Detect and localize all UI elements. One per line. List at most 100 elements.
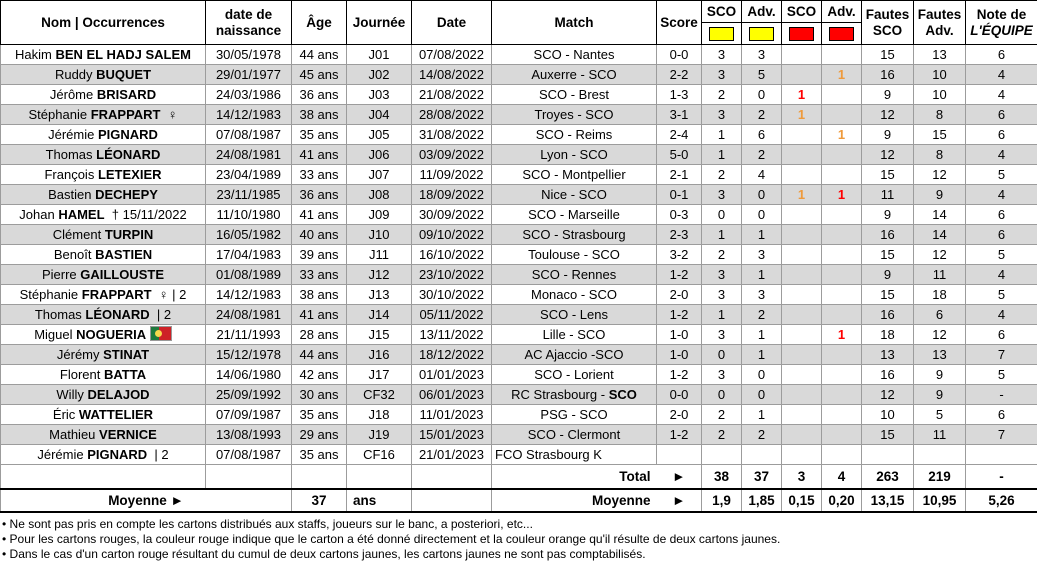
- col-header-red-sco: SCO: [781, 0, 822, 45]
- yellow-cards-adv-cell: 2: [741, 304, 782, 325]
- journee-cell: J09: [346, 204, 412, 225]
- yellow-cards-adv-cell: [741, 444, 782, 465]
- fouls-adv-cell: 15: [913, 124, 966, 145]
- score-cell: [656, 444, 702, 465]
- match-cell: Lyon - SCO: [491, 144, 657, 165]
- fouls-sco-cell: 11: [861, 184, 914, 205]
- note-equipe-cell: 4: [965, 144, 1037, 165]
- red-cards-adv-cell: [821, 104, 862, 125]
- col-header-nom: Nom | Occurrences: [0, 0, 206, 45]
- age-cell: 35 ans: [291, 124, 347, 145]
- match-cell: AC Ajaccio -SCO: [491, 344, 657, 365]
- yellow-cards-sco-cell: 2: [701, 84, 742, 105]
- footnote: • Ne sont pas pris en compte les cartons…: [2, 516, 533, 531]
- fouls-adv-cell: 10: [913, 84, 966, 105]
- journee-cell: J06: [346, 144, 412, 165]
- yellow-cards-adv-cell: 2: [741, 104, 782, 125]
- fouls-sco-cell: 12: [861, 104, 914, 125]
- journee-cell: J02: [346, 64, 412, 85]
- birth-date-cell: 14/12/1983: [205, 284, 292, 305]
- empty-cell: [346, 464, 412, 489]
- score-cell: 1-0: [656, 344, 702, 365]
- red-cards-sco-cell: [781, 364, 822, 385]
- red-cards-sco-cell: [781, 164, 822, 185]
- table-row: Jérémy STINAT 15/12/1978 44 ans J16 18/12/20…: [0, 344, 1037, 365]
- col-header-yellow-adv: Adv.: [741, 0, 782, 45]
- age-cell: 36 ans: [291, 184, 347, 205]
- fouls-sco-cell: 16: [861, 224, 914, 245]
- age-cell: 33 ans: [291, 164, 347, 185]
- match-date-cell: 30/10/2022: [411, 284, 492, 305]
- match-date-cell: 13/11/2022: [411, 324, 492, 345]
- referee-name-cell: Florent BATTA: [0, 364, 206, 385]
- yellow-cards-sco-cell: 3: [701, 324, 742, 345]
- total-yellow-sco: 38: [701, 464, 742, 489]
- score-cell: 1-2: [656, 364, 702, 385]
- age-cell: 35 ans: [291, 444, 347, 465]
- fouls-sco-cell: 15: [861, 164, 914, 185]
- journee-cell: J12: [346, 264, 412, 285]
- referee-name-cell: Pierre GAILLOUSTE: [0, 264, 206, 285]
- score-cell: 0-1: [656, 184, 702, 205]
- total-row: Total ► 38 37 3 4 263 219 -: [0, 464, 1037, 489]
- footnotes: • Ne sont pas pris en compte les cartons…: [2, 517, 1037, 562]
- referee-stats-table: Nom | Occurrences date de naissance Âge …: [0, 0, 1037, 513]
- referee-name-cell: Stéphanie FRAPPART ♀ | 2: [0, 284, 206, 305]
- red-cards-adv-cell: [821, 164, 862, 185]
- match-date-cell: 16/10/2022: [411, 244, 492, 265]
- moyenne-left-label: Moyenne ►: [0, 487, 292, 512]
- red-cards-adv-cell: [821, 144, 862, 165]
- fouls-sco-cell: 16: [861, 304, 914, 325]
- birth-date-cell: 14/12/1983: [205, 104, 292, 125]
- col-header-age: Âge: [291, 0, 347, 45]
- age-cell: 38 ans: [291, 284, 347, 305]
- moyenne-note: 5,26: [965, 487, 1037, 512]
- match-date-cell: 11/09/2022: [411, 164, 492, 185]
- col-header-note-equipe: Note de L'ÉQUIPE: [965, 0, 1037, 45]
- fouls-adv-cell: 8: [913, 144, 966, 165]
- age-cell: 44 ans: [291, 44, 347, 65]
- match-cell: Nice - SCO: [491, 184, 657, 205]
- table-row: Jérôme BRISARD 24/03/1986 36 ans J03 21/08/2…: [0, 84, 1037, 105]
- age-cell: 36 ans: [291, 84, 347, 105]
- yellow-cards-sco-cell: 0: [701, 344, 742, 365]
- match-date-cell: 11/01/2023: [411, 404, 492, 425]
- age-cell: 33 ans: [291, 264, 347, 285]
- fouls-adv-cell: 14: [913, 224, 966, 245]
- yellow-cards-sco-cell: 1: [701, 304, 742, 325]
- col-header-red-adv: Adv.: [821, 0, 862, 45]
- age-cell: 30 ans: [291, 384, 347, 405]
- red-cards-sco-cell: 1: [781, 84, 822, 105]
- yellow-cards-adv-cell: 0: [741, 384, 782, 405]
- table-row: Thomas LÉONARD | 2 24/08/1981 41 ans J14 05/…: [0, 304, 1037, 325]
- red-cards-sco-cell: 1: [781, 104, 822, 125]
- match-cell: SCO - Reims: [491, 124, 657, 145]
- footnote: • Dans le cas d'un carton rouge résultan…: [2, 546, 646, 561]
- yellow-cards-sco-cell: 2: [701, 164, 742, 185]
- col-header-journee: Journée: [346, 0, 412, 45]
- note-equipe-cell: -: [965, 384, 1037, 405]
- birth-date-cell: 13/08/1993: [205, 424, 292, 445]
- journee-cell: J04: [346, 104, 412, 125]
- red-cards-adv-cell: [821, 244, 862, 265]
- yellow-cards-adv-cell: 0: [741, 364, 782, 385]
- red-cards-sco-cell: [781, 404, 822, 425]
- yellow-cards-adv-cell: 6: [741, 124, 782, 145]
- birth-date-cell: 07/08/1987: [205, 444, 292, 465]
- total-arrow-icon: ►: [656, 464, 702, 489]
- referee-name-cell: Jérémy STINAT: [0, 344, 206, 365]
- match-cell: Troyes - SCO: [491, 104, 657, 125]
- note-equipe-cell: [965, 444, 1037, 465]
- table-row: Ruddy BUQUET 29/01/1977 45 ans J02 14/08/202…: [0, 64, 1037, 85]
- red-cards-adv-cell: [821, 264, 862, 285]
- referee-name-cell: Stéphanie FRAPPART ♀: [0, 104, 206, 125]
- red-cards-sco-cell: [781, 444, 822, 465]
- red-cards-sco-cell: [781, 144, 822, 165]
- fouls-sco-cell: 12: [861, 144, 914, 165]
- red-cards-sco-cell: [781, 324, 822, 345]
- note-equipe-cell: 6: [965, 224, 1037, 245]
- col-header-match: Match: [491, 0, 657, 45]
- birth-date-cell: 23/11/1985: [205, 184, 292, 205]
- total-fautes-sco: 263: [861, 464, 914, 489]
- moyenne-fautes-sco: 13,15: [861, 487, 914, 512]
